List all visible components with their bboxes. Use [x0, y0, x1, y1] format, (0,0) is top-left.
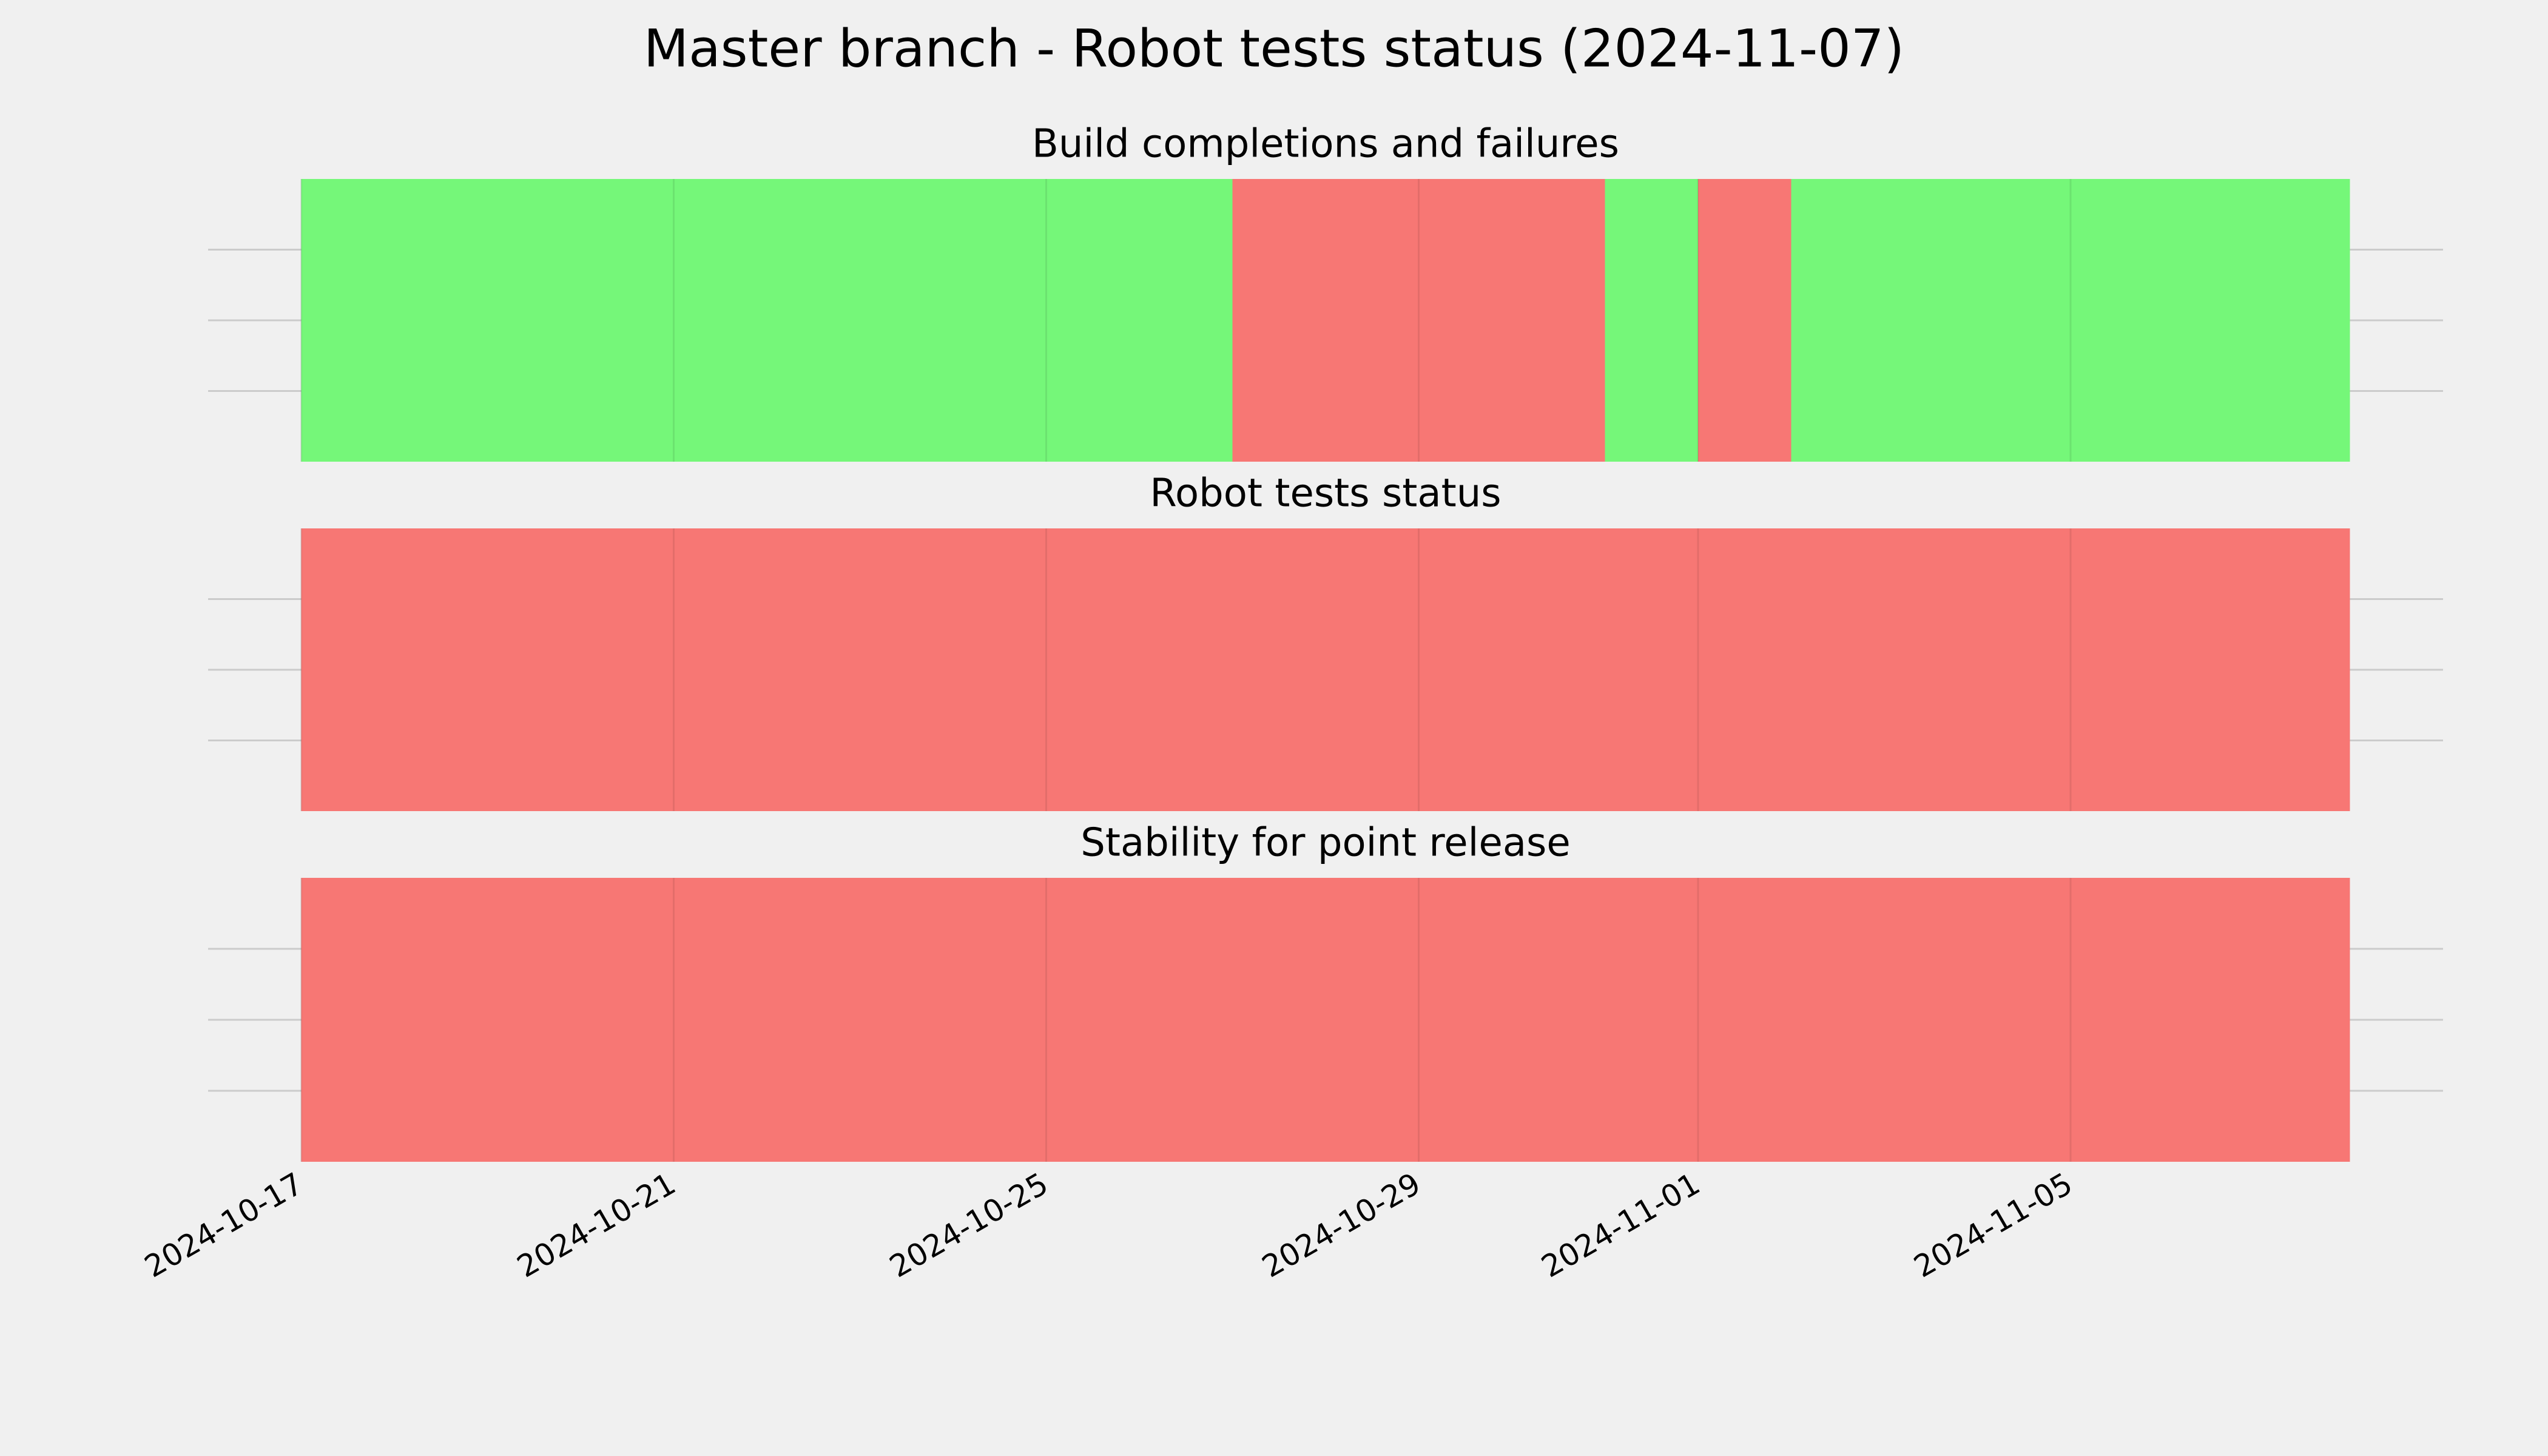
status-span	[1698, 179, 1791, 462]
panel-title: Robot tests status	[1150, 471, 1501, 516]
chart-title: Master branch - Robot tests status (2024…	[644, 18, 1904, 79]
status-span	[1791, 179, 2350, 462]
panel-title: Stability for point release	[1080, 821, 1571, 866]
status-span	[301, 878, 2350, 1162]
status-span	[1232, 179, 1605, 462]
panel-title: Build completions and failures	[1032, 122, 1619, 167]
status-span	[301, 528, 2350, 811]
status-span	[301, 179, 1233, 462]
status-span	[1605, 179, 1698, 462]
